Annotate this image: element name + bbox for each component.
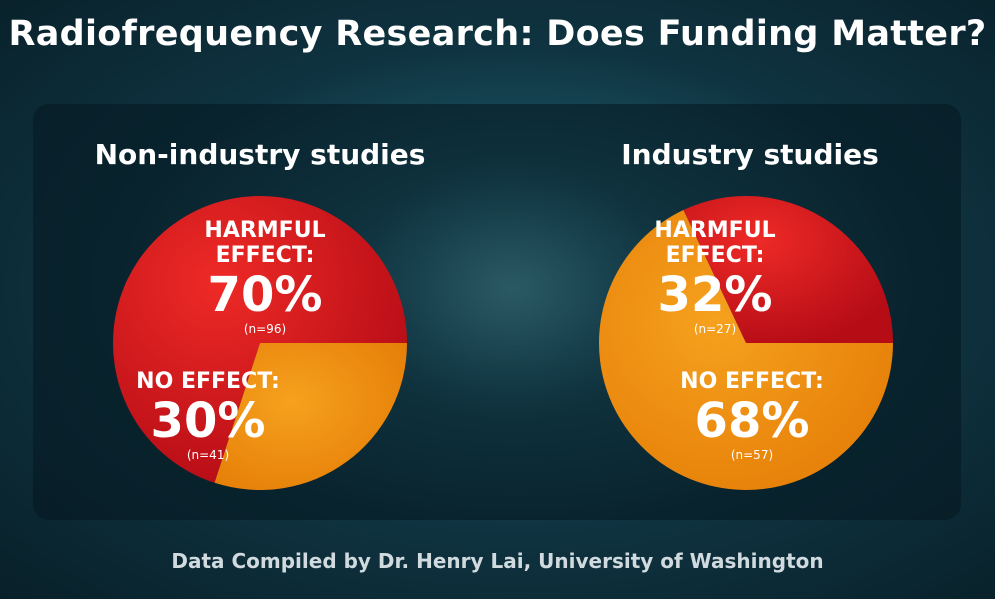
slice-count: (n=96) bbox=[243, 322, 287, 336]
slice-label-non-industry-harmful: HARMFUL EFFECT: 70% (n=96) bbox=[170, 218, 360, 336]
slice-percent: 30% bbox=[150, 393, 266, 449]
slice-percent: 68% bbox=[694, 393, 810, 449]
pie-non-industry bbox=[113, 196, 408, 491]
slice-percent: 32% bbox=[657, 267, 773, 323]
pie-title-industry: Industry studies bbox=[621, 138, 879, 171]
slice-count: (n=27) bbox=[693, 322, 737, 336]
slice-label-industry-no-effect: NO EFFECT: 68% (n=57) bbox=[652, 369, 852, 462]
slice-label-non-industry-no-effect: NO EFFECT: 30% (n=41) bbox=[113, 369, 303, 462]
slice-label-line2: EFFECT: bbox=[215, 243, 315, 268]
pie-industry bbox=[598, 195, 893, 490]
slice-label-line1: HARMFUL bbox=[204, 218, 326, 243]
pie-slice-industry-harmful bbox=[683, 195, 893, 343]
pie-slice-non-industry-no-effect bbox=[214, 343, 407, 491]
slice-label-line1: NO EFFECT: bbox=[680, 369, 824, 394]
slice-count: (n=57) bbox=[730, 448, 774, 462]
slice-label-line1: HARMFUL bbox=[654, 218, 776, 243]
source-credit: Data Compiled by Dr. Henry Lai, Universi… bbox=[171, 549, 824, 573]
pie-slice-non-industry-harmful bbox=[113, 196, 408, 483]
slice-label-line2: EFFECT: bbox=[665, 243, 765, 268]
slice-percent: 70% bbox=[207, 267, 323, 323]
slice-label-line1: NO EFFECT: bbox=[136, 369, 280, 394]
pie-slice-industry-no-effect bbox=[598, 209, 893, 490]
page-title: Radiofrequency Research: Does Funding Ma… bbox=[8, 14, 987, 54]
slice-count: (n=41) bbox=[186, 448, 230, 462]
slice-label-industry-harmful: HARMFUL EFFECT: 32% (n=27) bbox=[615, 218, 815, 336]
pie-title-non-industry: Non-industry studies bbox=[94, 138, 426, 171]
